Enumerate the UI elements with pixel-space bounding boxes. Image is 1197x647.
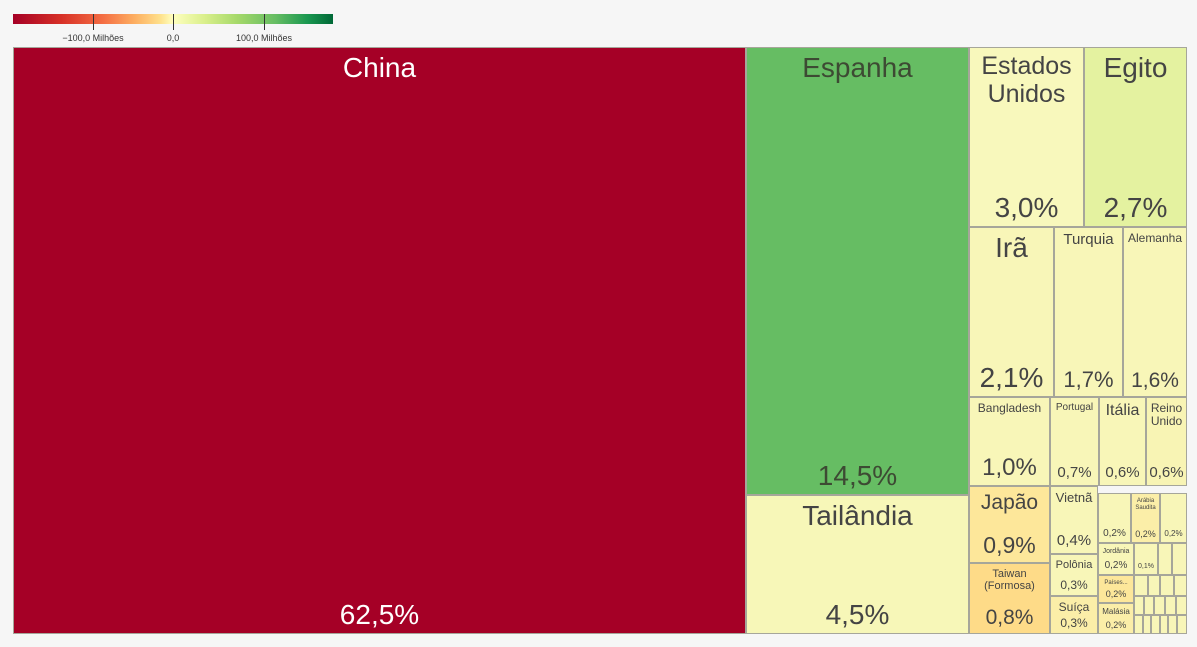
cell-percentage: 0,2%	[1105, 619, 1127, 630]
cell-percentage: 0,3%	[1060, 577, 1088, 592]
treemap-cell-small[interactable]	[1134, 596, 1144, 615]
treemap-cell-small[interactable]	[1174, 575, 1187, 596]
cell-percentage: 0,7%	[1057, 464, 1092, 482]
treemap-cell-vietna[interactable]: Vietnã 0,4%	[1050, 486, 1098, 554]
cell-label: Suíça	[1058, 600, 1090, 614]
treemap-cell-small[interactable]	[1172, 543, 1187, 575]
cell-label: Egito	[1103, 52, 1168, 83]
cell-percentage: 1,7%	[1063, 367, 1114, 393]
cell-label: Irã	[995, 232, 1028, 263]
cell-label: China	[342, 52, 417, 83]
cell-percentage: 62,5%	[339, 598, 420, 630]
legend-tick-label: 0,0	[166, 33, 180, 43]
legend-tick-label: −100,0 Milhões	[62, 33, 124, 43]
treemap-cell-small[interactable]	[1160, 615, 1168, 634]
treemap-cell-small[interactable]	[1168, 615, 1177, 634]
cell-label: Alemanha	[1127, 231, 1183, 245]
cell-label: Malásia	[1102, 607, 1130, 616]
cell-percentage: 2,1%	[979, 361, 1044, 393]
treemap-cell-small[interactable]	[1154, 596, 1165, 615]
treemap-cell-eua[interactable]: Estados Unidos 3,0%	[969, 47, 1084, 227]
cell-label: Países...	[1104, 580, 1128, 586]
treemap-cell-malasia[interactable]: Malásia 0,2%	[1098, 603, 1134, 634]
cell-label: Arábia Saudita	[1135, 498, 1156, 511]
cell-percentage: 0,2%	[1164, 529, 1183, 539]
treemap-cell-bangladesh[interactable]: Bangladesh 1,0%	[969, 397, 1050, 486]
treemap-cell-italia[interactable]: Itália 0,6%	[1099, 397, 1146, 486]
treemap-cell-alemanha[interactable]: Alemanha 1,6%	[1123, 227, 1187, 397]
legend-tick-mark	[264, 14, 265, 30]
cell-label: Vietnã	[1055, 490, 1093, 505]
treemap-cell-portugal[interactable]: Portugal 0,7%	[1050, 397, 1099, 486]
legend-tick-mark	[173, 14, 174, 30]
cell-label: Estados Unidos	[981, 52, 1072, 108]
cell-percentage: 2,7%	[1103, 191, 1168, 223]
cell-percentage: 0,2%	[1105, 588, 1127, 599]
cell-label: Reino Unido	[1150, 401, 1183, 429]
cell-percentage: 3,0%	[994, 191, 1059, 223]
cell-percentage: 0,2%	[1103, 527, 1126, 539]
treemap-cell-jordania[interactable]: Jordânia 0,2%	[1098, 543, 1134, 575]
treemap-cell-taiwan[interactable]: Taiwan (Formosa) 0,8%	[969, 563, 1050, 634]
cell-percentage: 0,3%	[1060, 615, 1088, 630]
cell-percentage: 0,8%	[985, 606, 1034, 630]
cell-percentage: 1,0%	[982, 454, 1037, 482]
treemap-cell-sm3[interactable]: 0,1%	[1134, 543, 1158, 575]
treemap-cell-egito[interactable]: Egito 2,7%	[1084, 47, 1187, 227]
treemap-cell-turquia[interactable]: Turquia 1,7%	[1054, 227, 1123, 397]
treemap-cell-small[interactable]	[1176, 596, 1187, 615]
cell-percentage: 14,5%	[817, 459, 898, 491]
cell-label: Polônia	[1055, 559, 1093, 571]
treemap-cell-espanha[interactable]: Espanha 14,5%	[746, 47, 969, 495]
cell-percentage: 0,4%	[1056, 532, 1092, 550]
cell-percentage: 0,2%	[1135, 528, 1156, 539]
cell-label: Turquia	[1063, 231, 1114, 248]
treemap-cell-ira[interactable]: Irã 2,1%	[969, 227, 1054, 397]
cell-percentage: 0,6%	[1149, 464, 1184, 482]
cell-percentage: 0,2%	[1104, 559, 1128, 571]
treemap-cell-small[interactable]	[1177, 615, 1187, 634]
treemap-cell-sm2[interactable]: 0,2%	[1160, 493, 1187, 543]
cell-percentage: 0,1%	[1138, 563, 1154, 571]
treemap-cell-small[interactable]	[1148, 575, 1160, 596]
treemap-cell-china[interactable]: China 62,5%	[13, 47, 746, 634]
cell-label: Espanha	[802, 52, 913, 83]
cell-label: Jordânia	[1102, 548, 1130, 555]
cell-label: Japão	[980, 491, 1039, 514]
legend-tick-label: 100,0 Milhões	[235, 33, 293, 43]
legend-tick-mark	[93, 14, 94, 30]
treemap-cell-small[interactable]	[1158, 543, 1172, 575]
cell-label: Portugal	[1055, 402, 1094, 413]
treemap-cell-paises[interactable]: Países... 0,2%	[1098, 575, 1134, 603]
treemap-cell-arabia[interactable]: Arábia Saudita 0,2%	[1131, 493, 1160, 543]
cell-label: Tailândia	[802, 500, 913, 531]
cell-percentage: 0,9%	[983, 532, 1036, 559]
cell-percentage: 0,6%	[1105, 464, 1140, 482]
treemap-chart: China 62,5% Espanha 14,5% Tailândia 4,5% Estad…	[13, 47, 1187, 634]
treemap-cell-small[interactable]	[1143, 615, 1151, 634]
cell-label: Taiwan (Formosa)	[984, 568, 1035, 593]
treemap-cell-tailandia[interactable]: Tailândia 4,5%	[746, 495, 969, 634]
treemap-cell-polonia[interactable]: Polônia 0,3%	[1050, 554, 1098, 596]
treemap-cell-small[interactable]	[1144, 596, 1154, 615]
cell-label: Bangladesh	[977, 401, 1042, 415]
cell-percentage: 4,5%	[825, 598, 890, 630]
cell-label: Itália	[1105, 402, 1140, 419]
color-legend: −100,0 Milhões 0,0 100,0 Milhões	[13, 14, 333, 46]
treemap-cell-small[interactable]	[1151, 615, 1160, 634]
treemap-cell-suica[interactable]: Suíça 0,3%	[1050, 596, 1098, 634]
cell-percentage: 1,6%	[1131, 369, 1179, 393]
treemap-cell-reino-unido[interactable]: Reino Unido 0,6%	[1146, 397, 1187, 486]
treemap-cell-small[interactable]	[1165, 596, 1176, 615]
treemap-cell-sm1[interactable]: 0,2%	[1098, 493, 1131, 543]
treemap-cell-small[interactable]	[1160, 575, 1174, 596]
treemap-cell-japao[interactable]: Japão 0,9%	[969, 486, 1050, 563]
treemap-cell-small[interactable]	[1134, 615, 1143, 634]
treemap-cell-small[interactable]	[1134, 575, 1148, 596]
